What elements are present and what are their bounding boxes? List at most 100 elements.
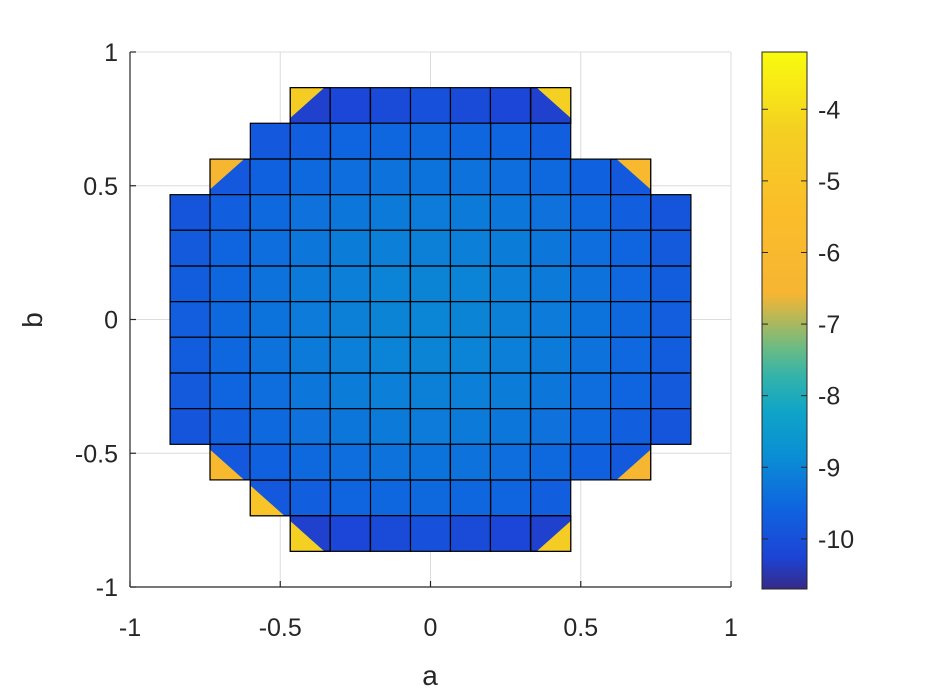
- heatmap-cell: [449, 336, 492, 374]
- x-tick-label: -0.5: [259, 614, 302, 642]
- heatmap-cell: [489, 87, 532, 124]
- heatmap-cell: [650, 408, 692, 445]
- x-axis-label: a: [422, 660, 438, 691]
- heatmap-cell: [169, 336, 211, 374]
- heatmap-cell: [489, 408, 532, 445]
- heatmap-cell: [369, 229, 411, 267]
- heatmap-cell: [449, 229, 492, 267]
- heatmap-cell: [249, 265, 291, 303]
- heatmap-cell: [329, 87, 371, 124]
- heatmap-cell: [249, 301, 291, 338]
- heatmap-cell: [169, 372, 211, 410]
- heatmap-cell: [610, 265, 652, 303]
- heatmap-cell: [449, 158, 492, 196]
- heatmap-cell: [610, 336, 652, 374]
- heatmap-cell: [570, 443, 612, 481]
- heatmap-cell: [329, 479, 372, 517]
- x-tick-label: 0.5: [563, 614, 598, 642]
- heatmap-cell: [449, 443, 492, 481]
- heatmap-cell: [650, 229, 692, 267]
- colorbar: -4 -5 -6 -7 -8 -9 -10: [761, 51, 854, 590]
- heatmap-cell: [329, 194, 371, 231]
- heatmap-cell: [409, 194, 452, 231]
- heatmap-cell: [530, 372, 572, 410]
- y-tick-label: -1: [96, 574, 118, 602]
- heatmap-cell: [329, 408, 371, 445]
- heatmap-cell: [329, 265, 371, 303]
- heatmap-cell: [369, 194, 411, 231]
- colorbar-tick-label: -8: [818, 383, 840, 411]
- heatmap-cell: [289, 372, 331, 410]
- heatmap-cell: [409, 87, 452, 124]
- heatmap-cell: [369, 336, 411, 374]
- colorbar-tick-label: -10: [818, 526, 854, 554]
- heatmap-cell: [409, 229, 452, 267]
- heatmap-cell: [409, 301, 452, 338]
- heatmap-cell: [409, 479, 452, 517]
- heatmap-cell: [530, 122, 572, 160]
- heatmap-cell: [529, 158, 572, 196]
- heatmap-cell: [489, 265, 532, 303]
- heatmap-cell: [570, 372, 612, 410]
- heatmap-cell: [169, 229, 211, 267]
- axes: [129, 51, 732, 588]
- heatmap-cell: [329, 336, 371, 374]
- heatmap-cell: [169, 301, 211, 338]
- heatmap-cell: [289, 336, 331, 374]
- heatmap-cell: [570, 194, 612, 231]
- heatmap-cell: [570, 336, 612, 374]
- heatmap-cell-hotspot: [536, 87, 571, 118]
- heatmap-cell: [329, 443, 371, 481]
- y-axis-label: b: [17, 312, 48, 328]
- heatmap-cell: [530, 479, 572, 517]
- colorbar-tick-label: -9: [818, 454, 840, 482]
- heatmap-cell: [369, 479, 412, 517]
- heatmap-cell: [209, 194, 251, 231]
- heatmap-cell: [209, 408, 251, 445]
- heatmap-cell: [409, 122, 452, 160]
- heatmap-cell: [249, 336, 291, 374]
- heatmap-cells: [169, 87, 692, 552]
- heatmap-cell: [289, 301, 331, 338]
- heatmap-cell: [369, 372, 411, 410]
- heatmap-cell: [169, 265, 211, 303]
- heatmap-cell: [369, 443, 411, 481]
- heatmap-cell: [650, 336, 692, 374]
- heatmap-cell: [489, 443, 532, 481]
- heatmap-cell: [530, 408, 572, 445]
- heatmap-cell: [449, 479, 492, 517]
- heatmap-cell: [449, 301, 492, 338]
- heatmap-cell: [369, 122, 412, 160]
- heatmap-cell: [570, 265, 612, 303]
- heatmap-cell: [570, 408, 612, 445]
- heatmap-cell: [449, 515, 492, 552]
- heatmap-cell-border: [530, 515, 572, 552]
- heatmap-cell: [610, 229, 652, 267]
- heatmap-cell-border: [610, 443, 652, 481]
- heatmap-cell: [209, 301, 251, 338]
- heatmap-cell: [530, 229, 572, 267]
- heatmap-cell: [329, 122, 372, 160]
- heatmap-cell: [249, 443, 291, 481]
- heatmap-cell: [650, 372, 692, 410]
- heatmap-cell: [249, 408, 291, 445]
- y-tick-label: 1: [104, 39, 118, 67]
- y-tick-label: 0.5: [83, 173, 118, 201]
- x-tick-label: -1: [119, 614, 141, 642]
- heatmap-cell: [289, 194, 331, 231]
- heatmap-cell: [570, 301, 612, 338]
- colorbar-tick-label: -5: [818, 168, 840, 196]
- heatmap-cell: [529, 443, 572, 481]
- y-tick-labels: -1 -0.5 0 0.5 1: [75, 39, 118, 602]
- heatmap-cell: [449, 87, 492, 124]
- heatmap-cell: [409, 372, 452, 410]
- heatmap-cell-hotspot: [616, 159, 651, 190]
- heatmap-cell: [409, 265, 452, 303]
- heatmap-cell: [329, 229, 371, 267]
- heatmap-cell: [570, 229, 612, 267]
- y-tick-label: 0: [104, 307, 118, 335]
- heatmap-cell: [369, 301, 411, 338]
- heatmap-cell: [530, 301, 572, 338]
- x-tick-label: 0: [424, 614, 438, 642]
